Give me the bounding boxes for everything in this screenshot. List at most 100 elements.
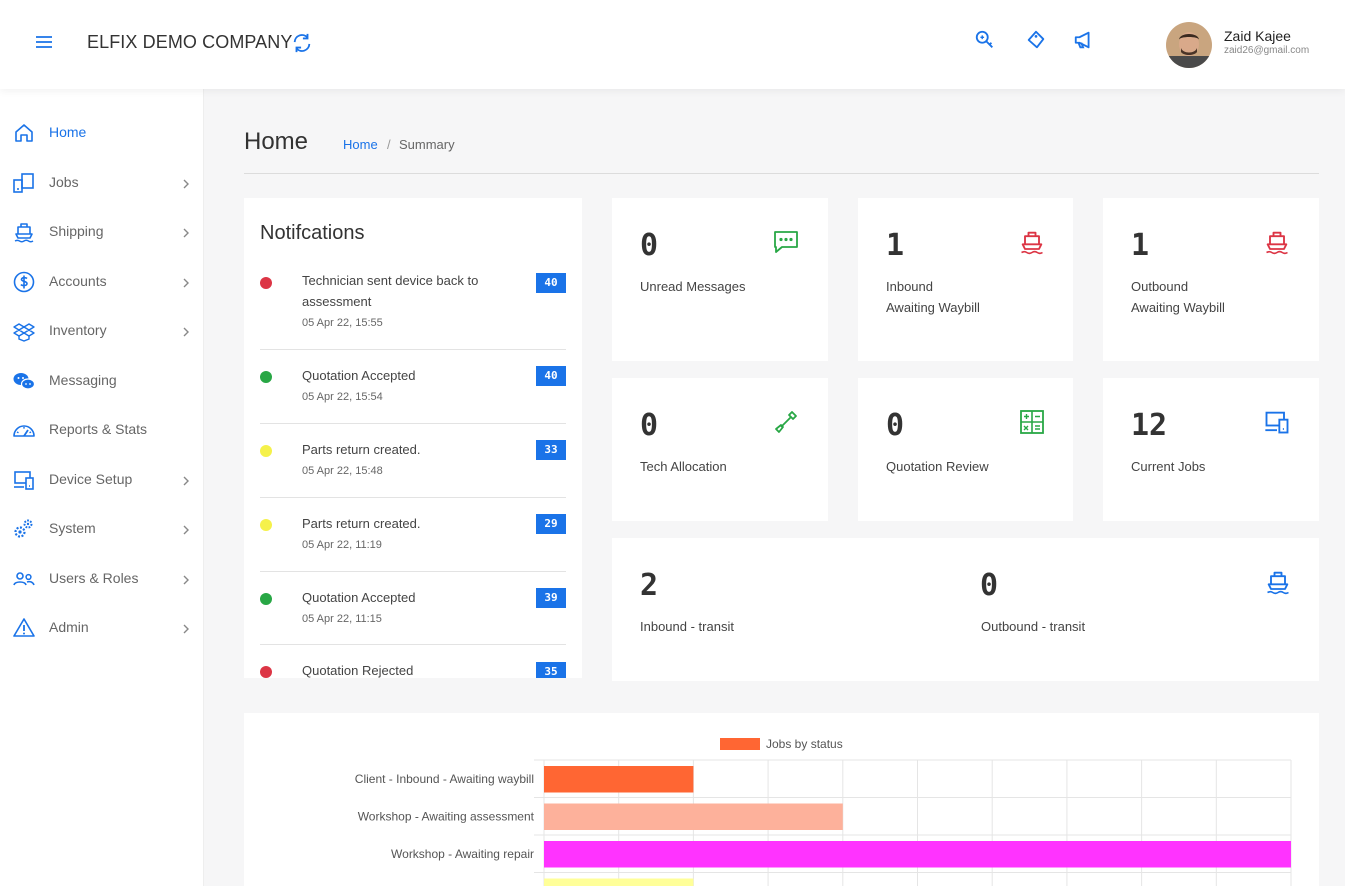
status-dot: [260, 277, 272, 289]
title-divider: [244, 173, 1319, 174]
current-jobs-card[interactable]: 12 Current Jobs: [1103, 378, 1319, 521]
quotation-review-card[interactable]: 0 Quotation Review: [858, 378, 1073, 521]
sidebar-item-device-setup[interactable]: Device Setup: [0, 460, 204, 500]
chevron-right-icon: [180, 177, 192, 189]
stat-label: Tech Allocation: [640, 459, 727, 474]
sidebar-item-shipping[interactable]: Shipping: [0, 212, 204, 252]
chat-icon: [12, 369, 36, 393]
sidebar-item-admin[interactable]: Admin: [0, 608, 204, 648]
breadcrumb-current: Summary: [399, 137, 455, 152]
boxes-icon: [12, 319, 36, 343]
jobs-by-status-chart: Jobs by status Client - Inbound - Awaitin…: [355, 737, 1292, 886]
job-number-badge[interactable]: 39: [536, 588, 566, 608]
dollar-icon: [12, 270, 36, 294]
home-icon: [12, 121, 36, 145]
sidebar-item-label: Shipping: [49, 223, 104, 239]
notification-text: Technician sent device back to assessmen…: [302, 273, 479, 309]
jobs-by-status-chart-card: Jobs by status Client - Inbound - Awaitin…: [244, 713, 1319, 886]
sidebar-item-messaging[interactable]: Messaging: [0, 361, 204, 401]
megaphone-icon[interactable]: [1073, 29, 1095, 51]
notification-item[interactable]: Parts return created. 05 Apr 22, 11:19 2…: [260, 513, 566, 553]
notification-item[interactable]: Parts return created. 05 Apr 22, 15:48 3…: [260, 439, 566, 479]
notification-item[interactable]: Quotation Accepted 05 Apr 22, 15:54 40: [260, 365, 566, 405]
sidebar-item-reports[interactable]: Reports & Stats: [0, 410, 204, 450]
stat-value: 1: [886, 228, 905, 263]
notification-text: Quotation Accepted: [302, 368, 416, 383]
status-dot: [260, 371, 272, 383]
company-name: ELFIX DEMO COMPANY: [87, 32, 293, 52]
notification-item[interactable]: Quotation Rejected 35: [260, 660, 566, 678]
job-number-badge[interactable]: 40: [536, 273, 566, 293]
notification-time: 05 Apr 22, 15:54: [302, 391, 383, 403]
category-label: Client - Inbound - Awaiting waybill: [355, 772, 534, 786]
sidebar-item-inventory[interactable]: Inventory: [0, 311, 204, 351]
message-icon: [772, 228, 800, 256]
job-number-badge[interactable]: 40: [536, 366, 566, 386]
sidebar-item-accounts[interactable]: Accounts: [0, 262, 204, 302]
top-header: ELFIX DEMO COMPANY Zaid Kajee zaid26@gma…: [0, 0, 1345, 89]
sidebar-item-label: Reports & Stats: [49, 421, 148, 437]
stat-label: Inbound Awaiting Waybill: [886, 279, 980, 315]
ship-icon: [1264, 568, 1292, 596]
sidebar-item-users-roles[interactable]: Users & Roles: [0, 559, 204, 599]
notification-item[interactable]: Technician sent device back to assessmen…: [260, 270, 566, 340]
user-name: Zaid Kajee: [1224, 28, 1291, 44]
sidebar-item-home[interactable]: Home: [0, 113, 204, 153]
job-number-badge[interactable]: 35: [536, 662, 566, 678]
sidebar-item-label: Device Setup: [49, 471, 133, 487]
inbound-transit-value: 2: [640, 568, 659, 603]
stat-value: 1: [1131, 228, 1150, 263]
unread-messages-card[interactable]: 0 Unread Messages: [612, 198, 828, 361]
sidebar-item-label: Accounts: [49, 273, 107, 289]
stat-label: Outbound Awaiting Waybill: [1131, 279, 1225, 315]
sidebar-item-label: Jobs: [49, 174, 79, 190]
notification-text: Parts return created.: [302, 442, 421, 457]
avatar[interactable]: [1166, 22, 1212, 68]
chevron-right-icon: [180, 573, 192, 585]
sidebar-item-jobs[interactable]: Jobs: [0, 163, 204, 203]
tag-icon[interactable]: [1025, 29, 1047, 51]
search-key-icon[interactable]: [974, 29, 996, 51]
chevron-right-icon: [180, 474, 192, 486]
chart-bar: [544, 803, 843, 830]
chevron-right-icon: [180, 622, 192, 634]
outbound-transit-label: Outbound - transit: [981, 619, 1086, 634]
inbound-awaiting-waybill-card[interactable]: 1 Inbound Awaiting Waybill: [858, 198, 1073, 361]
stat-value: 0: [640, 228, 659, 263]
ship-icon: [12, 220, 36, 244]
status-dot: [260, 593, 272, 605]
job-number-badge[interactable]: 29: [536, 514, 566, 534]
refresh-icon[interactable]: [291, 32, 313, 54]
screwdriver-icon: [772, 408, 800, 436]
status-dot: [260, 445, 272, 457]
status-dot: [260, 519, 272, 531]
divider: [260, 571, 566, 572]
notification-time: 05 Apr 22, 11:19: [302, 539, 382, 551]
menu-toggle-icon[interactable]: [32, 30, 56, 54]
ship-icon: [1263, 228, 1291, 256]
job-number-badge[interactable]: 33: [536, 440, 566, 460]
notification-text: Quotation Rejected: [302, 663, 414, 678]
outbound-awaiting-waybill-card[interactable]: 1 Outbound Awaiting Waybill: [1103, 198, 1319, 361]
stat-label: Unread Messages: [640, 279, 746, 294]
breadcrumb-home-link[interactable]: Home: [343, 137, 378, 152]
calculator-icon: [1018, 408, 1046, 436]
sidebar-item-system[interactable]: System: [0, 509, 204, 549]
divider: [260, 497, 566, 498]
transit-card[interactable]: 2 Inbound - transit 0 Outbound - transit: [612, 538, 1319, 681]
chevron-right-icon: [180, 276, 192, 288]
breadcrumb-separator: /: [387, 137, 391, 152]
divider: [260, 349, 566, 350]
sidebar-item-label: Admin: [49, 619, 89, 635]
chevron-right-icon: [180, 226, 192, 238]
notification-text: Quotation Accepted: [302, 590, 416, 605]
status-dot: [260, 666, 272, 678]
notification-item[interactable]: Quotation Accepted 05 Apr 22, 11:15 39: [260, 587, 566, 627]
chevron-right-icon: [180, 325, 192, 337]
notification-time: 05 Apr 22, 15:55: [302, 317, 383, 329]
chevron-right-icon: [180, 523, 192, 535]
category-label: Workshop - Awaiting repair: [391, 847, 534, 861]
stat-label: Quotation Review: [886, 459, 989, 474]
devices-icon: [1263, 408, 1291, 436]
tech-allocation-card[interactable]: 0 Tech Allocation: [612, 378, 828, 521]
